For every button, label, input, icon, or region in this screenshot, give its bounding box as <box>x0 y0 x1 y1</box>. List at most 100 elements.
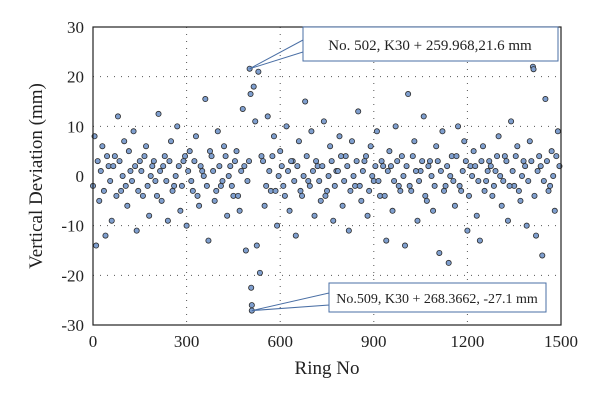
x-tick-label: 300 <box>174 332 200 351</box>
data-point <box>506 182 513 189</box>
data-point <box>403 163 410 170</box>
data-point <box>523 222 530 229</box>
data-point <box>503 158 510 165</box>
data-point <box>121 138 128 145</box>
data-point <box>191 158 198 165</box>
data-point <box>534 168 541 175</box>
data-point <box>472 163 479 170</box>
data-point <box>202 96 209 103</box>
data-point <box>361 158 368 165</box>
data-point <box>127 168 134 175</box>
data-point <box>400 172 407 179</box>
data-point <box>199 168 206 175</box>
data-point <box>286 207 293 214</box>
data-point <box>313 158 320 165</box>
data-point <box>461 138 468 145</box>
data-point <box>258 153 265 160</box>
data-point <box>300 172 307 179</box>
data-point <box>303 153 310 160</box>
data-point <box>107 177 114 184</box>
data-point <box>171 182 178 189</box>
data-point <box>450 177 457 184</box>
data-point <box>94 158 101 165</box>
data-point <box>378 158 385 165</box>
annotation-min: No.509, K30 + 268.3662, -27.1 mm <box>251 282 547 313</box>
data-point <box>551 207 558 214</box>
x-tick-label: 600 <box>267 332 293 351</box>
data-point <box>453 153 460 160</box>
data-point <box>272 187 279 194</box>
data-point <box>481 187 488 194</box>
data-point <box>347 187 354 194</box>
data-point <box>194 192 201 199</box>
data-point <box>164 217 171 224</box>
data-point <box>358 197 365 204</box>
annotation-max-text: No. 502, K30 + 259.968,21.6 mm <box>328 38 532 54</box>
data-point <box>495 133 502 140</box>
data-point <box>339 202 346 209</box>
data-point <box>398 153 405 160</box>
data-point <box>97 168 104 175</box>
data-point <box>277 148 284 155</box>
data-point <box>216 163 223 170</box>
data-point <box>125 148 132 155</box>
data-point <box>387 163 394 170</box>
data-point <box>373 128 380 135</box>
x-axis-label: Ring No <box>295 358 360 379</box>
data-point <box>228 182 235 189</box>
data-point <box>508 118 515 125</box>
data-point <box>423 197 430 204</box>
data-point <box>369 172 376 179</box>
data-point <box>274 222 281 229</box>
data-point <box>412 168 419 175</box>
data-point <box>500 177 507 184</box>
data-point <box>436 249 443 256</box>
data-point <box>459 168 466 175</box>
data-point <box>445 259 452 266</box>
data-point <box>280 182 287 189</box>
data-point <box>213 187 220 194</box>
y-axis-ticks: -30 -20 -10 0 10 20 30 <box>61 18 84 335</box>
data-point <box>242 247 249 254</box>
data-point <box>425 163 432 170</box>
data-point <box>322 192 329 199</box>
data-point <box>247 91 254 98</box>
data-point <box>178 182 185 189</box>
data-point <box>309 168 316 175</box>
data-point <box>317 197 324 204</box>
data-point <box>473 212 480 219</box>
data-point <box>328 158 335 165</box>
data-point <box>539 252 546 259</box>
data-point <box>185 168 192 175</box>
data-point <box>330 217 337 224</box>
data-point <box>522 163 529 170</box>
data-point <box>119 172 126 179</box>
data-point <box>494 153 501 160</box>
data-point <box>292 232 299 239</box>
data-point <box>319 163 326 170</box>
data-point <box>116 158 123 165</box>
data-point <box>372 163 379 170</box>
data-point <box>167 138 174 145</box>
data-point <box>261 202 268 209</box>
data-point <box>224 212 231 219</box>
data-point <box>550 172 557 179</box>
data-point <box>456 182 463 189</box>
data-point <box>182 153 189 160</box>
data-point <box>166 158 173 165</box>
data-point <box>380 163 387 170</box>
data-point <box>203 182 210 189</box>
data-point <box>278 163 285 170</box>
data-point <box>128 177 135 184</box>
data-point <box>200 172 207 179</box>
data-point <box>475 177 482 184</box>
data-point <box>235 192 242 199</box>
data-point <box>270 133 277 140</box>
data-point <box>221 143 228 150</box>
data-point <box>384 168 391 175</box>
data-point <box>401 242 408 249</box>
data-point <box>206 148 213 155</box>
data-point <box>275 172 282 179</box>
data-point <box>504 217 511 224</box>
data-point <box>252 118 259 125</box>
